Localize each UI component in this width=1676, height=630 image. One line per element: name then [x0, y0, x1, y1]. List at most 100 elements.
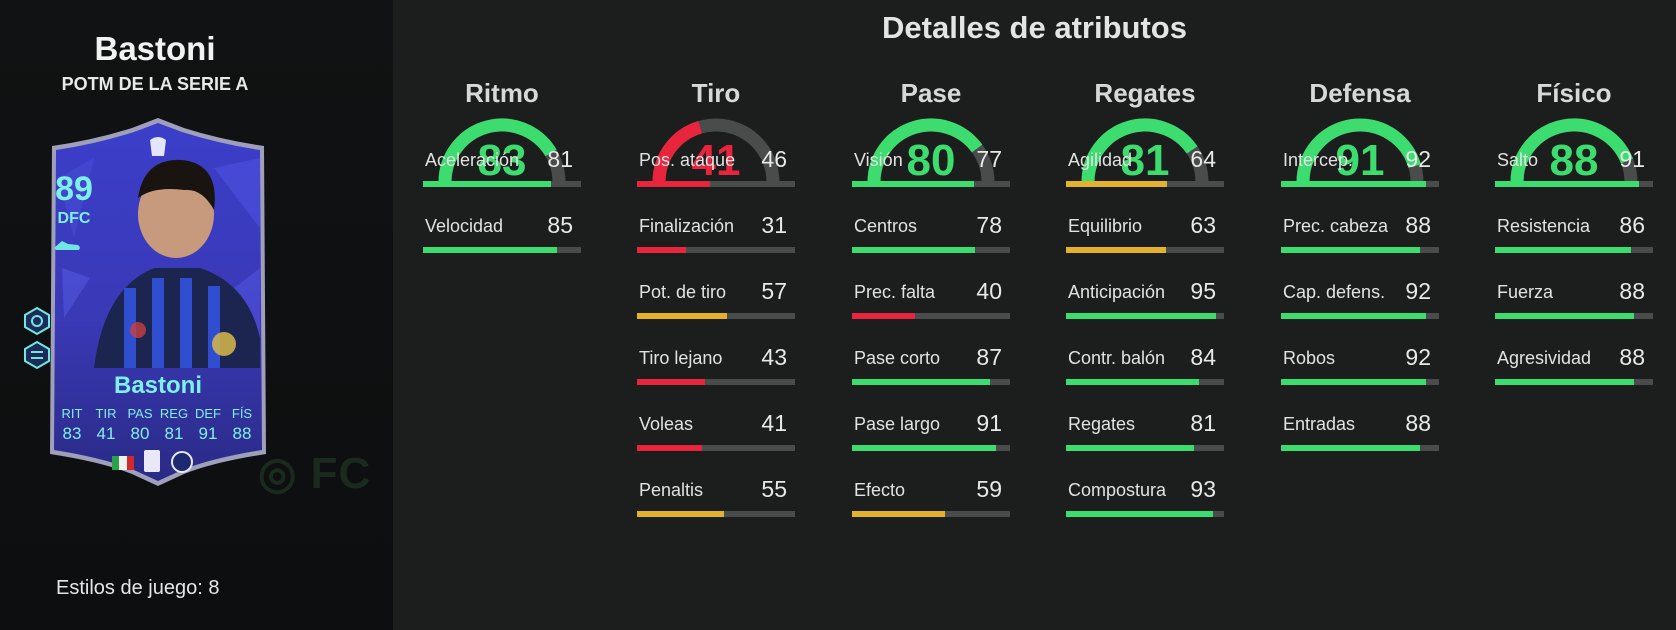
attribute-row: Tiro lejano 43	[637, 344, 795, 398]
category-title: Pase	[900, 78, 962, 108]
attribute-value: 92	[1405, 344, 1431, 370]
attribute-value: 91	[1619, 146, 1645, 172]
attribute-name: Penaltis	[639, 480, 704, 500]
attribute-name: Prec. falta	[854, 282, 936, 302]
attribute-bar-fill	[1066, 511, 1213, 517]
attribute-bar-track	[852, 247, 1010, 253]
attribute-row: Aceleración 81	[423, 146, 581, 200]
attribute-row: Penaltis 55	[637, 476, 795, 530]
attribute-name: Equilibrio	[1068, 216, 1143, 236]
attribute-bar-fill	[1066, 247, 1166, 253]
card-stat-value: 91	[198, 424, 218, 443]
attribute-bar-track	[1066, 181, 1224, 187]
category-rating: 88	[1549, 136, 1599, 185]
attribute-bar-fill	[852, 445, 996, 451]
gauge-fill	[1510, 118, 1634, 183]
gauge-fill	[1081, 118, 1198, 183]
attribute-name: Prec. cabeza	[1283, 216, 1389, 236]
category-gauge: 83	[423, 110, 581, 220]
attribute-value: 59	[976, 476, 1002, 502]
gauge-arc	[438, 118, 566, 183]
attribute-row: Entradas 88	[1281, 410, 1439, 464]
attribute-bar-fill	[1066, 445, 1194, 451]
attribute-row: Fuerza 88	[1495, 278, 1653, 332]
attribute-row: Regates 81	[1066, 410, 1224, 464]
attribute-name: Pos. ataque	[639, 150, 736, 170]
attribute-value: 63	[1190, 212, 1216, 238]
attribute-row: Velocidad 85	[423, 212, 581, 266]
attribute-bar-track	[1281, 247, 1439, 253]
attribute-value: 57	[761, 278, 787, 304]
attribute-bar-track	[852, 445, 1010, 451]
card-stat-value: 83	[62, 424, 82, 443]
attribute-bar-track	[637, 445, 795, 451]
attribute-bar-track	[1066, 313, 1224, 319]
attribute-bar-fill	[637, 313, 728, 319]
attribute-name: Agresividad	[1497, 348, 1592, 368]
playstyle-plus-icon[interactable]	[22, 340, 52, 370]
category-title: Ritmo	[465, 78, 539, 108]
attribute-value: 81	[547, 146, 573, 172]
attribute-name: Centros	[854, 216, 918, 236]
attribute-bar-fill	[852, 379, 990, 385]
card-stat-label: TIR	[95, 406, 117, 421]
category-gauge: 41	[637, 110, 795, 220]
attribute-value: 88	[1619, 344, 1645, 370]
attribute-bar-track	[637, 379, 795, 385]
card-player-name: Bastoni	[113, 372, 202, 399]
card-stat-value: 41	[96, 424, 116, 443]
attribute-name: Finalización	[639, 216, 735, 236]
category-rating: 83	[477, 136, 527, 185]
card-stat-value: 88	[232, 424, 252, 443]
attribute-name: Regates	[1068, 414, 1136, 434]
attribute-name: Robos	[1283, 348, 1336, 368]
category-rating: 41	[691, 136, 741, 185]
attribute-name: Voleas	[639, 414, 694, 434]
player-name: Bastoni	[94, 30, 216, 67]
attribute-row: Equilibrio 63	[1066, 212, 1224, 266]
playstyle-plus-icon[interactable]	[22, 306, 52, 336]
attribute-name: Agilidad	[1068, 150, 1133, 170]
attribute-row: Resistencia 86	[1495, 212, 1653, 266]
attribute-value: 41	[761, 410, 787, 436]
attribute-row: Cap. defens. 92	[1281, 278, 1439, 332]
attribute-bar-fill	[852, 511, 946, 517]
attribute-bar-track	[1281, 181, 1439, 187]
attribute-name: Aceleración	[425, 150, 520, 170]
card-stat-label: REG	[159, 406, 189, 421]
attribute-bar-track	[637, 511, 795, 517]
attribute-bar-fill	[1495, 247, 1631, 253]
attribute-bar-track	[852, 313, 1010, 319]
attribute-bar-fill	[1495, 313, 1634, 319]
attribute-row: Contr. balón 84	[1066, 344, 1224, 398]
attribute-value: 92	[1405, 278, 1431, 304]
attribute-bar-fill	[1066, 181, 1168, 187]
card-stat: DEF 91	[191, 406, 225, 444]
attribute-name: Entradas	[1283, 414, 1356, 434]
card-stat-label: DEF	[195, 406, 221, 421]
card-stat-label: FÍS	[231, 406, 253, 421]
gauge-arc	[1081, 118, 1209, 183]
attribute-bar-fill	[637, 445, 702, 451]
card-stat: PAS 80	[123, 406, 157, 444]
attribute-name: Efecto	[854, 480, 906, 500]
attribute-name: Fuerza	[1497, 282, 1554, 302]
attribute-bar-track	[1281, 445, 1439, 451]
attribute-bar-track	[637, 181, 795, 187]
card-rating: 89	[55, 170, 93, 208]
attribute-row: Voleas 41	[637, 410, 795, 464]
category-gauge: 81	[1066, 110, 1224, 220]
category-gauge: 80	[852, 110, 1010, 220]
card-stat-label: RIT	[61, 406, 83, 421]
attribute-bar-track	[1495, 313, 1653, 319]
attribute-name: Anticipación	[1068, 282, 1166, 302]
attribute-value: 84	[1190, 344, 1216, 370]
attribute-bar-fill	[1495, 181, 1639, 187]
attribute-name: Velocidad	[425, 216, 504, 236]
gauge-fill	[1296, 118, 1421, 183]
player-card[interactable]: 89 DFC RIT 83 TIR 41 PAS 80 REG 81 DEF 9…	[34, 118, 282, 490]
category-title: Regates	[1094, 78, 1196, 108]
attribute-bar-fill	[1281, 445, 1420, 451]
attribute-name: Contr. balón	[1068, 348, 1166, 368]
attribute-bar-track	[423, 181, 581, 187]
